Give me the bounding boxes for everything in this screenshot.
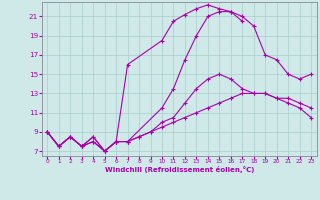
X-axis label: Windchill (Refroidissement éolien,°C): Windchill (Refroidissement éolien,°C) [105, 166, 254, 173]
